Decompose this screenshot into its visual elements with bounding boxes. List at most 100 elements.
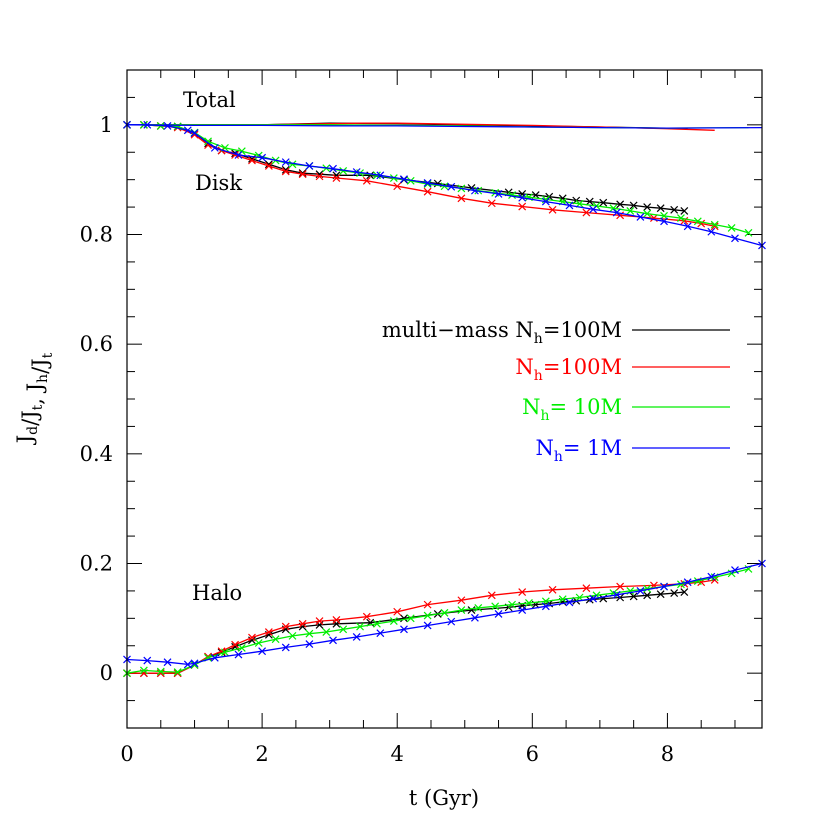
data-point-halo <box>156 667 165 676</box>
data-point-disk <box>670 205 679 214</box>
data-point-halo <box>467 606 476 615</box>
data-point-disk <box>447 182 456 191</box>
data-point-disk <box>400 175 408 184</box>
data-point-halo <box>518 606 527 615</box>
legend-label: Nh= 1M <box>535 436 622 465</box>
data-point-halo <box>423 621 432 630</box>
data-point-halo <box>393 607 402 616</box>
data-point-halo <box>264 628 273 636</box>
data-point-halo <box>731 566 739 575</box>
data-point-halo <box>173 668 182 676</box>
data-point-disk <box>508 191 516 199</box>
data-point-disk <box>332 174 341 182</box>
data-point-halo <box>400 625 408 634</box>
tick-marks <box>126 69 762 729</box>
data-point-halo <box>636 586 645 595</box>
data-point-halo <box>248 633 256 642</box>
tick-labels: 0 2 4 6 8 0 0.2 0.4 0.6 0.8 1 <box>80 113 675 766</box>
data-point-disk <box>298 169 307 178</box>
data-point-disk <box>710 220 719 229</box>
data-point-halo <box>258 647 267 656</box>
data-point-disk <box>210 143 219 152</box>
data-point-disk <box>609 204 618 213</box>
data-point-disk <box>660 217 668 226</box>
data-point-disk <box>248 156 256 165</box>
data-point-disk <box>288 160 297 169</box>
x-tick-label: 8 <box>661 742 674 766</box>
data-point-disk <box>204 137 212 146</box>
data-point-disk <box>626 206 635 215</box>
series-line-disk <box>127 124 749 234</box>
data-point-disk <box>643 209 652 218</box>
data-point-halo <box>376 629 385 638</box>
data-point-halo <box>183 660 192 669</box>
data-point-disk <box>518 202 527 211</box>
data-point-disk <box>315 172 324 181</box>
data-point-halo <box>656 590 665 599</box>
data-point-disk <box>281 167 290 176</box>
data-point-halo <box>508 600 516 609</box>
data-point-disk <box>541 197 550 206</box>
data-point-disk <box>470 186 479 195</box>
data-point-halo <box>322 628 331 636</box>
data-point-disk <box>744 228 753 237</box>
data-point-disk <box>234 151 243 159</box>
data-point-halo <box>356 622 364 631</box>
data-point-disk <box>616 200 625 209</box>
data-point-halo <box>237 644 246 652</box>
data-point-halo <box>670 589 679 598</box>
data-point-disk <box>190 129 199 137</box>
data-point-halo <box>406 614 415 623</box>
y-tick-label: 0.8 <box>80 223 113 247</box>
data-point-halo <box>400 614 408 623</box>
data-point-disk <box>487 199 496 208</box>
series-4 <box>123 120 766 669</box>
data-point-halo <box>339 625 348 634</box>
y-tick-label: 0.4 <box>80 442 113 466</box>
data-point-halo <box>525 599 533 607</box>
data-point-halo <box>707 572 716 581</box>
data-point-halo <box>660 582 668 591</box>
data-point-halo <box>612 590 621 599</box>
data-point-disk <box>163 122 172 130</box>
data-point-disk <box>352 168 361 176</box>
annotation-total: Total <box>183 88 236 112</box>
series-layer <box>123 120 766 678</box>
data-point-halo <box>643 591 652 600</box>
data-point-halo <box>210 653 219 662</box>
data-point-halo <box>281 643 290 652</box>
data-point-halo <box>683 578 692 587</box>
data-point-halo <box>447 617 456 626</box>
y-tick-label: 1 <box>100 113 113 137</box>
data-point-halo <box>305 629 314 638</box>
data-point-halo <box>616 582 625 591</box>
data-point-halo <box>139 666 148 675</box>
data-point-halo <box>190 659 199 668</box>
data-point-halo <box>373 619 381 628</box>
legend-label: Nh=100M <box>515 355 622 384</box>
legend-label: Nh= 10M <box>522 395 622 424</box>
data-point-halo <box>565 598 574 607</box>
data-point-disk <box>518 193 527 202</box>
data-point-halo <box>558 595 567 604</box>
data-point-disk <box>393 182 402 191</box>
data-point-halo <box>143 656 152 665</box>
data-point-disk <box>143 120 152 129</box>
data-point-disk <box>656 204 665 213</box>
x-tick-label: 4 <box>391 742 404 766</box>
data-point-disk <box>258 153 267 162</box>
data-point-disk <box>183 126 192 135</box>
data-point-halo <box>329 636 337 645</box>
data-point-disk <box>693 217 702 226</box>
data-point-halo <box>548 585 557 594</box>
data-point-disk <box>423 187 432 196</box>
data-point-halo <box>677 580 685 589</box>
data-point-halo <box>541 602 550 611</box>
data-point-halo <box>332 616 341 624</box>
data-point-halo <box>680 588 689 596</box>
y-tick-label: 0.6 <box>80 332 113 356</box>
plot-frame <box>126 69 763 729</box>
data-point-halo <box>629 592 638 601</box>
data-point-halo <box>474 603 483 612</box>
